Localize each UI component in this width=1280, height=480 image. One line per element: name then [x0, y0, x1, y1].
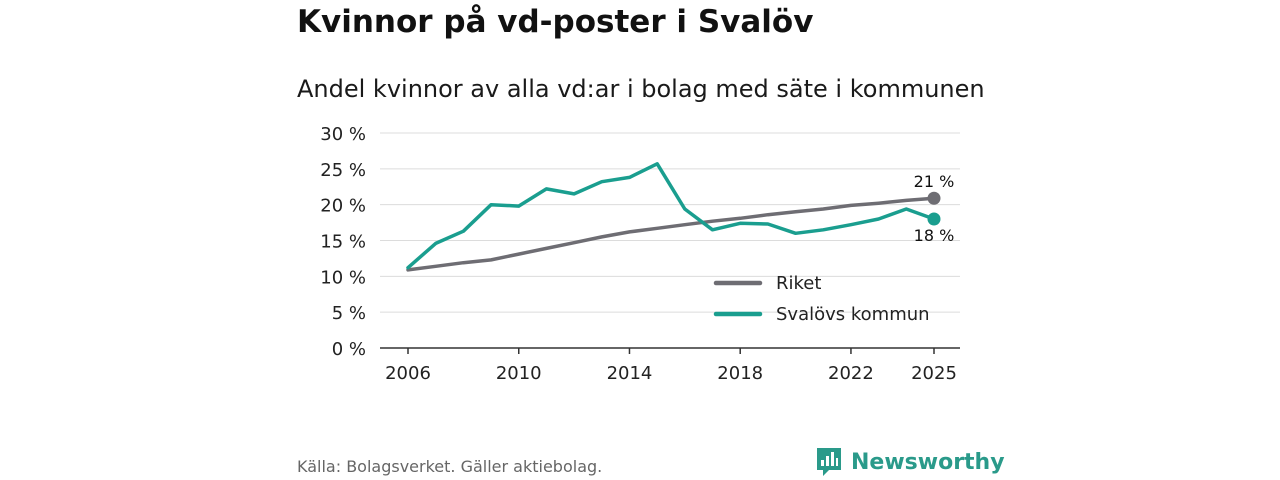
y-tick-label: 5 % [332, 303, 366, 324]
legend-label: Riket [776, 273, 821, 294]
series-line-svalov [406, 162, 936, 270]
newsworthy-logo-icon [817, 448, 841, 476]
y-tick-label: 0 % [332, 339, 366, 360]
y-tick-label: 10 % [320, 267, 366, 288]
endpoint-dot [927, 212, 941, 226]
x-tick-label: 2025 [911, 363, 957, 384]
y-tick-label: 20 % [320, 196, 366, 217]
chart-title: Kvinnor på vd-poster i Svalöv [297, 4, 814, 40]
line-chart: 0 % 5 % 10 % 15 % 20 % 25 % 30 % 2006 2010 2014 20… [320, 124, 960, 384]
brand-logo: Newsworthy [815, 446, 1005, 478]
series-line-riket [406, 196, 936, 272]
endpoint-label: 21 % [914, 172, 955, 191]
y-tick-label: 25 % [320, 160, 366, 181]
x-tick-label: 2010 [496, 363, 542, 384]
source-note: Källa: Bolagsverket. Gäller aktiebolag. [297, 457, 603, 476]
endpoint-dot [927, 191, 941, 205]
x-tick-label: 2014 [607, 363, 653, 384]
y-tick-label: 15 % [320, 232, 366, 253]
x-tick-label: 2018 [717, 363, 763, 384]
endpoint-label: 18 % [914, 226, 955, 245]
x-tick-label: 2022 [828, 363, 874, 384]
legend-label: Svalövs kommun [776, 304, 930, 325]
y-tick-label: 30 % [320, 124, 366, 145]
brand-name: Newsworthy [851, 449, 1005, 475]
x-tick-label: 2006 [385, 363, 431, 384]
chart-subtitle: Andel kvinnor av alla vd:ar i bolag med … [297, 75, 985, 103]
